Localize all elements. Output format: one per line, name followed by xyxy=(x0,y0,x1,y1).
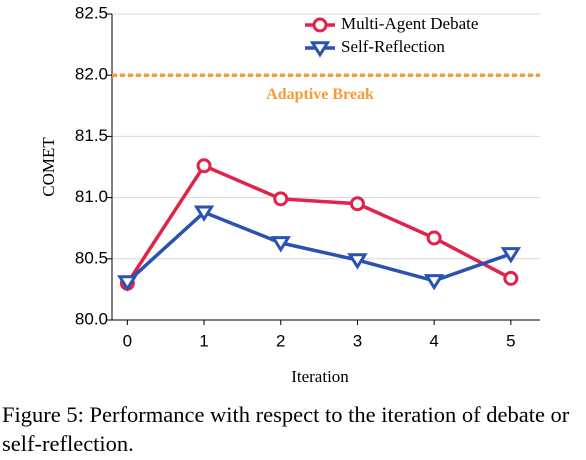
marker xyxy=(423,274,445,291)
legend-label: Self-Reflection xyxy=(341,37,445,56)
marker xyxy=(196,158,212,174)
y-tick-label: 82.5 xyxy=(75,3,108,22)
y-tick-label: 82.0 xyxy=(75,65,108,84)
y-axis-label: COMET xyxy=(39,137,58,197)
x-tick-label: 0 xyxy=(123,331,132,350)
marker xyxy=(349,196,365,212)
legend-label: Multi-Agent Debate xyxy=(341,14,478,33)
marker xyxy=(500,247,522,264)
marker xyxy=(347,253,368,270)
x-tick-label: 5 xyxy=(506,331,515,350)
marker xyxy=(273,191,289,207)
marker xyxy=(117,275,138,292)
legend-marker xyxy=(312,17,328,33)
series-line xyxy=(125,163,512,285)
y-tick-label: 81.5 xyxy=(75,126,108,145)
x-tick-label: 3 xyxy=(353,331,362,350)
marker xyxy=(503,270,519,286)
chart: COMET Iteration 80.0 80.5 81.0 81.5 82.0 82.5… xyxy=(39,3,540,386)
x-tick-label: 2 xyxy=(276,331,285,350)
y-tick-label: 80.0 xyxy=(75,309,108,328)
x-tick-label: 4 xyxy=(429,331,438,350)
caption: Figure 5: Performance with respect to th… xyxy=(2,402,570,456)
legend-marker xyxy=(309,41,331,58)
x-tick-label: 1 xyxy=(199,331,208,350)
marker xyxy=(426,230,442,246)
y-tick-label: 81.0 xyxy=(75,187,108,206)
x-axis-label: Iteration xyxy=(291,367,349,386)
series-line xyxy=(126,210,512,284)
reference-label: Adaptive Break xyxy=(266,86,374,103)
marker xyxy=(193,205,215,222)
y-tick-label: 80.5 xyxy=(75,248,108,267)
marker xyxy=(270,236,291,253)
